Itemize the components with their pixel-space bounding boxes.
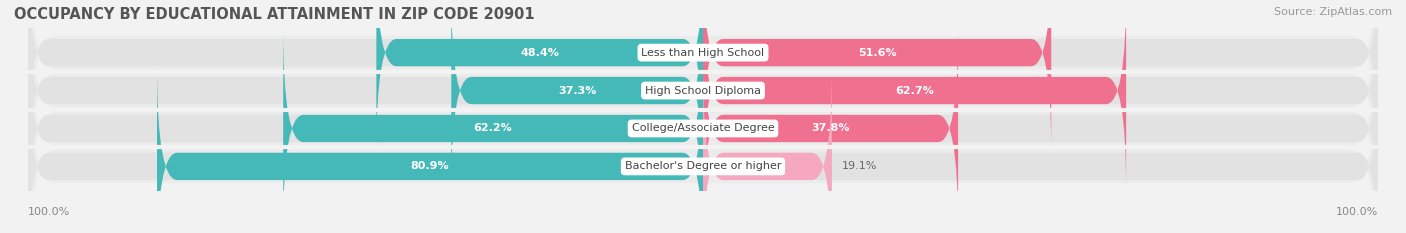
Text: Source: ZipAtlas.com: Source: ZipAtlas.com	[1274, 7, 1392, 17]
FancyBboxPatch shape	[28, 0, 1378, 233]
FancyBboxPatch shape	[28, 0, 1378, 226]
FancyBboxPatch shape	[703, 0, 1052, 153]
FancyBboxPatch shape	[703, 28, 957, 229]
Text: 51.6%: 51.6%	[858, 48, 897, 58]
FancyBboxPatch shape	[28, 0, 703, 191]
Text: Less than High School: Less than High School	[641, 48, 765, 58]
FancyBboxPatch shape	[703, 0, 1378, 153]
FancyBboxPatch shape	[28, 66, 703, 233]
Text: 100.0%: 100.0%	[1336, 207, 1378, 217]
Text: 37.3%: 37.3%	[558, 86, 596, 96]
FancyBboxPatch shape	[451, 0, 703, 191]
Text: Bachelor's Degree or higher: Bachelor's Degree or higher	[624, 161, 782, 171]
FancyBboxPatch shape	[28, 31, 1378, 233]
Text: High School Diploma: High School Diploma	[645, 86, 761, 96]
Text: College/Associate Degree: College/Associate Degree	[631, 123, 775, 134]
FancyBboxPatch shape	[157, 66, 703, 233]
FancyBboxPatch shape	[28, 28, 703, 229]
Text: OCCUPANCY BY EDUCATIONAL ATTAINMENT IN ZIP CODE 20901: OCCUPANCY BY EDUCATIONAL ATTAINMENT IN Z…	[14, 7, 534, 22]
Text: 80.9%: 80.9%	[411, 161, 450, 171]
FancyBboxPatch shape	[703, 28, 1378, 229]
FancyBboxPatch shape	[28, 0, 1378, 188]
FancyBboxPatch shape	[28, 0, 703, 153]
FancyBboxPatch shape	[283, 28, 703, 229]
FancyBboxPatch shape	[377, 0, 703, 153]
Text: 62.7%: 62.7%	[896, 86, 934, 96]
Text: 100.0%: 100.0%	[28, 207, 70, 217]
FancyBboxPatch shape	[703, 0, 1378, 191]
Text: 48.4%: 48.4%	[520, 48, 560, 58]
Text: 62.2%: 62.2%	[474, 123, 513, 134]
Text: 19.1%: 19.1%	[842, 161, 877, 171]
FancyBboxPatch shape	[703, 66, 832, 233]
FancyBboxPatch shape	[703, 0, 1126, 191]
FancyBboxPatch shape	[703, 66, 1378, 233]
Text: 37.8%: 37.8%	[811, 123, 849, 134]
